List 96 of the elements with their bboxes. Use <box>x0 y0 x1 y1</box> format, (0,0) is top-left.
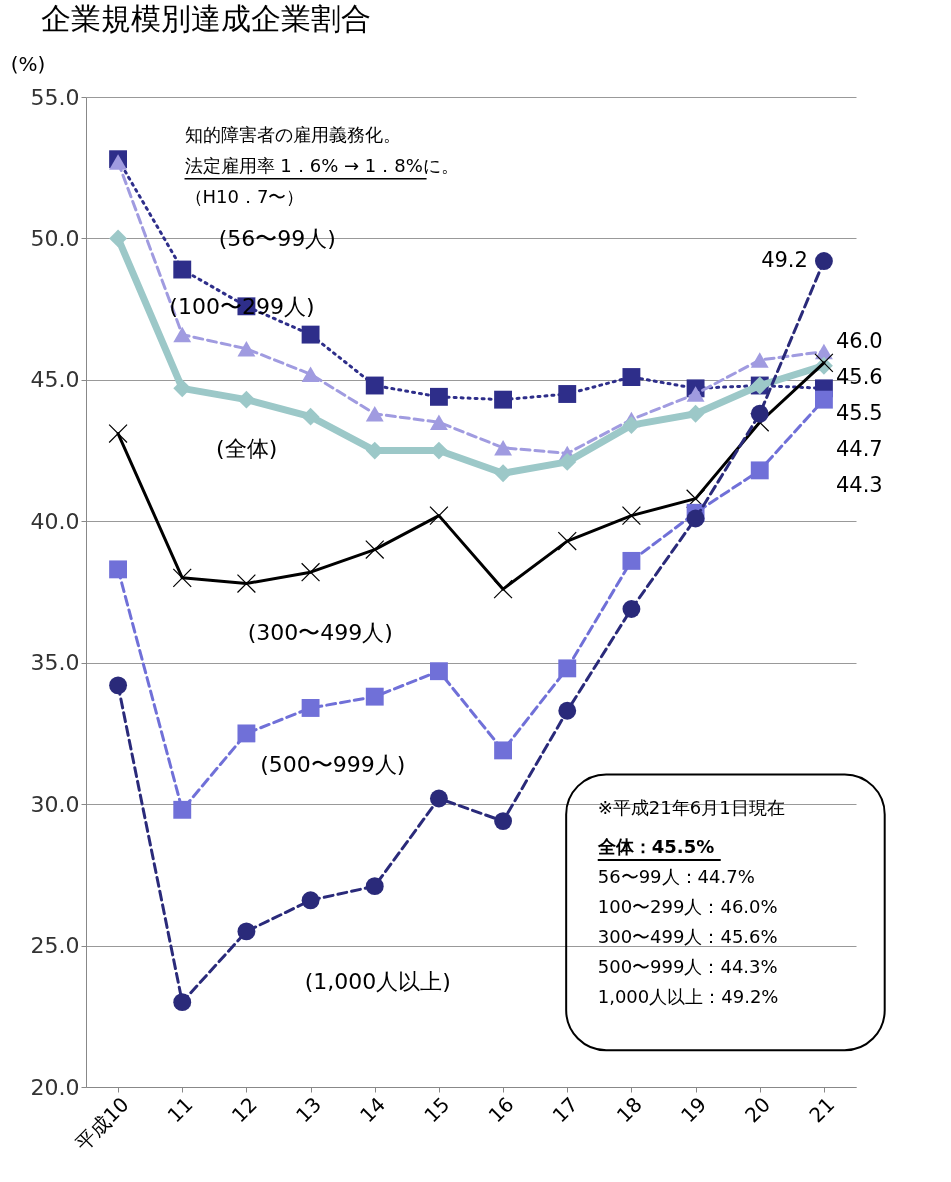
data-label: 45.5 <box>835 400 883 425</box>
y-tick-label: 35.0 <box>30 650 80 676</box>
data-label: 49.2 <box>761 248 808 273</box>
point <box>494 390 513 409</box>
point <box>237 341 256 357</box>
point <box>494 812 513 831</box>
point <box>365 376 384 395</box>
data-label: 44.3 <box>835 472 883 497</box>
point <box>558 452 577 471</box>
annotation: 300〜499人：45.6% <box>597 925 778 947</box>
y-axis-title: (%) <box>10 52 46 76</box>
point <box>109 229 128 248</box>
x-tick-label: 18 <box>611 1092 647 1128</box>
x-tick-label: 21 <box>804 1092 840 1128</box>
point <box>686 404 705 423</box>
point <box>686 386 705 402</box>
point <box>429 662 448 681</box>
point <box>365 687 384 706</box>
point <box>236 573 256 594</box>
point <box>109 676 128 695</box>
point <box>173 379 192 398</box>
point <box>429 506 449 526</box>
x-tick-label: 13 <box>290 1092 326 1128</box>
point <box>301 407 320 426</box>
point <box>558 385 577 403</box>
annotation: 56〜99人：44.7% <box>597 865 755 887</box>
annotation: 100〜299人：46.0% <box>597 895 778 917</box>
point <box>557 531 577 551</box>
point <box>237 724 256 743</box>
point <box>301 366 320 382</box>
point <box>173 993 192 1012</box>
point <box>173 260 192 279</box>
point <box>622 551 641 570</box>
text: (1,000人以上) <box>304 968 451 994</box>
point <box>622 600 641 618</box>
point <box>173 326 192 343</box>
series-label: (500〜999人) <box>260 751 406 777</box>
point <box>172 568 192 588</box>
point <box>493 579 513 599</box>
series-label: (300〜499人) <box>247 620 393 646</box>
data-label: 46.0 <box>835 328 883 353</box>
x-tick-label: 15 <box>419 1092 455 1128</box>
series-label: (56〜99人) <box>218 226 336 252</box>
y-tick-label: 45.0 <box>30 367 80 393</box>
y-tick-label: 25.0 <box>30 933 80 959</box>
point <box>750 461 769 480</box>
point <box>429 387 448 406</box>
x-tick-label: 19 <box>675 1092 711 1128</box>
x-tick-label: 14 <box>355 1092 391 1128</box>
point <box>109 154 128 170</box>
annotation: 法定雇用率 1．6% → 1．8%に。 <box>184 154 459 176</box>
y-tick-label: 30.0 <box>30 791 80 817</box>
point <box>301 891 320 910</box>
series-label: (全体) <box>216 436 278 462</box>
point <box>429 789 448 808</box>
point <box>558 701 577 720</box>
data-label: 45.6 <box>835 364 883 389</box>
point <box>237 390 256 409</box>
annotation: ※平成21年6月1日現在 <box>597 797 785 819</box>
point <box>558 659 577 678</box>
point <box>686 509 705 528</box>
y-tick-label: 55.0 <box>30 84 80 110</box>
point <box>109 560 128 579</box>
point <box>237 922 256 941</box>
point <box>814 252 833 270</box>
y-tick-label: 20.0 <box>30 1074 80 1100</box>
annotation: （H10．7〜） <box>184 185 305 207</box>
x-tick-label: 16 <box>483 1092 519 1128</box>
point <box>750 352 769 368</box>
point <box>429 414 448 431</box>
x-tick-label: 20 <box>740 1092 776 1128</box>
point <box>108 424 128 444</box>
point <box>621 506 641 526</box>
point <box>365 540 385 560</box>
point <box>301 699 320 717</box>
point <box>173 800 192 819</box>
annotation: 知的障害者の雇用義務化。 <box>184 123 401 145</box>
x-tick-label: 17 <box>547 1092 583 1128</box>
point <box>301 325 320 344</box>
y-tick-label: 40.0 <box>30 508 80 534</box>
x-tick-label: 12 <box>226 1092 262 1128</box>
y-tick-label: 50.0 <box>30 225 80 251</box>
chart-title: 企業規模別達成企業割合 <box>40 1 371 36</box>
x-tick-label: 11 <box>162 1092 198 1128</box>
annotation: 500〜999人：44.3% <box>597 955 778 977</box>
annotation: 全体：45.5% <box>596 835 715 857</box>
point <box>814 390 833 409</box>
point <box>365 877 384 896</box>
point <box>301 562 321 582</box>
data-label: 44.7 <box>835 436 883 461</box>
point <box>750 404 769 423</box>
annotation: 1,000人以上：49.2% <box>597 985 779 1007</box>
point <box>494 741 513 760</box>
point <box>494 440 513 456</box>
point <box>622 368 641 386</box>
point <box>365 406 384 422</box>
